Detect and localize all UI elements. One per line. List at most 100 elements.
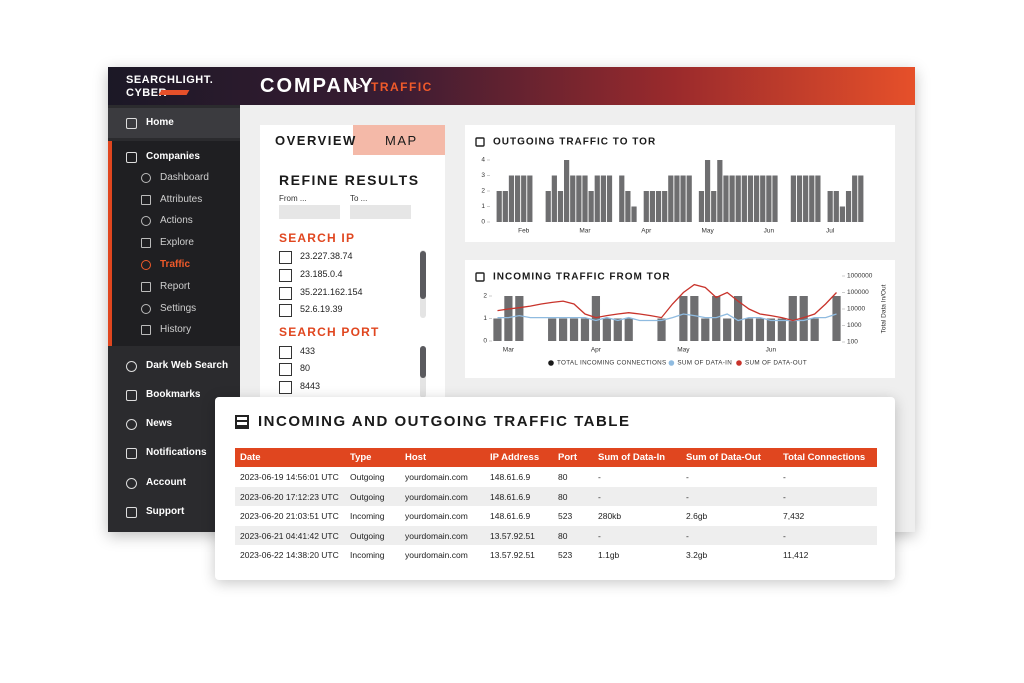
column-header[interactable]: Date bbox=[240, 452, 261, 463]
x-tick-label: May bbox=[701, 228, 714, 235]
table-cell: Outgoing bbox=[350, 472, 385, 482]
checkbox[interactable] bbox=[279, 269, 292, 282]
nav-subitem[interactable]: Settings bbox=[160, 303, 197, 314]
bar bbox=[747, 175, 754, 222]
chart-title: INCOMING TRAFFIC FROM TOR bbox=[493, 272, 671, 283]
bar bbox=[521, 175, 527, 222]
bar bbox=[754, 175, 760, 222]
date-input[interactable] bbox=[279, 205, 340, 219]
table-cell: 148.61.6.9 bbox=[490, 472, 531, 482]
bar bbox=[551, 175, 557, 222]
nav-item[interactable]: Home bbox=[146, 117, 174, 128]
logo: SEARCHLIGHT. bbox=[126, 74, 214, 86]
column-header[interactable]: Port bbox=[558, 452, 577, 463]
table-cell: - bbox=[598, 472, 601, 482]
nav-item[interactable]: News bbox=[146, 418, 173, 429]
y2-tick-label: 100 bbox=[847, 339, 858, 346]
table-cell: yourdomain.com bbox=[405, 472, 468, 482]
table-header-bg bbox=[235, 448, 877, 467]
line-series bbox=[497, 313, 837, 322]
breadcrumb: TRAFFIC bbox=[371, 80, 433, 94]
row-bg bbox=[235, 486, 877, 506]
checkbox[interactable] bbox=[279, 346, 292, 359]
bar bbox=[744, 318, 754, 341]
bar bbox=[588, 191, 594, 222]
table-cell: 13.57.92.51 bbox=[490, 550, 535, 560]
bar bbox=[602, 318, 611, 341]
table-cell: - bbox=[783, 491, 786, 502]
row-bg bbox=[235, 525, 877, 545]
y2-tick-label: 1000000 bbox=[847, 273, 873, 280]
nav-item[interactable]: Dark Web Search bbox=[146, 360, 229, 371]
table-cell: 2023-06-19 14:56:01 UTC bbox=[240, 472, 339, 482]
bar bbox=[631, 206, 637, 222]
bar bbox=[712, 296, 721, 341]
map-tab-bg[interactable] bbox=[353, 125, 445, 155]
bar bbox=[668, 175, 674, 222]
table-cell: 523 bbox=[558, 511, 573, 521]
bar bbox=[674, 175, 680, 222]
date-input[interactable] bbox=[350, 205, 411, 219]
nav-item[interactable]: Support bbox=[146, 506, 185, 517]
nav-item[interactable]: Companies bbox=[146, 151, 200, 162]
section-heading: SEARCH IP bbox=[279, 231, 356, 245]
nav-subitem[interactable]: History bbox=[160, 324, 192, 335]
nav-subitem[interactable]: Actions bbox=[160, 215, 193, 226]
nav-subitem[interactable]: Attributes bbox=[160, 194, 203, 205]
nav-subitem[interactable]: Traffic bbox=[160, 259, 191, 270]
table-cell: - bbox=[598, 491, 601, 502]
checkbox[interactable] bbox=[279, 251, 292, 264]
nav-subitem[interactable]: Dashboard bbox=[160, 172, 209, 183]
legend-label: SUM OF DATA-IN bbox=[677, 360, 732, 367]
x-tick-label: Apr bbox=[641, 228, 652, 235]
scroll-thumb[interactable] bbox=[420, 346, 426, 378]
column-header[interactable]: Sum of Data-Out bbox=[686, 452, 761, 463]
bar bbox=[827, 191, 833, 222]
column-header[interactable]: Total Connections bbox=[783, 452, 866, 463]
icon bbox=[141, 282, 151, 292]
tab[interactable]: OVERVIEW bbox=[275, 133, 357, 148]
checkbox[interactable] bbox=[279, 304, 292, 317]
column-header[interactable]: Host bbox=[405, 452, 427, 463]
nav-subitem[interactable]: Report bbox=[160, 281, 191, 292]
chart-icon bbox=[475, 137, 485, 147]
bar bbox=[624, 318, 633, 341]
icon bbox=[126, 361, 137, 372]
table-title: INCOMING AND OUTGOING TRAFFIC TABLE bbox=[258, 413, 631, 430]
x-tick-label: Mar bbox=[579, 228, 591, 235]
scroll-thumb[interactable] bbox=[420, 251, 426, 299]
bar bbox=[810, 318, 819, 341]
x-tick-label: Jun bbox=[766, 347, 777, 354]
bar bbox=[662, 191, 668, 222]
sidebar-section-bg bbox=[108, 141, 240, 346]
bar bbox=[655, 191, 662, 222]
bar bbox=[643, 191, 649, 222]
y2-tick-label: 1000 bbox=[847, 322, 862, 329]
column-header[interactable]: Type bbox=[350, 452, 372, 463]
checkbox[interactable] bbox=[279, 287, 292, 300]
y-tick-label: 4 bbox=[481, 157, 485, 164]
bar bbox=[717, 160, 723, 222]
nav-item[interactable]: Notifications bbox=[146, 447, 207, 458]
icon bbox=[141, 216, 151, 226]
tab[interactable]: MAP bbox=[385, 133, 418, 148]
icon bbox=[126, 478, 137, 489]
chart: OUTGOING TRAFFIC TO TOR 0 1 2 3 4 Feb Mar Apr May… bbox=[475, 137, 864, 235]
column-header[interactable]: Sum of Data-In bbox=[598, 452, 666, 463]
x-tick-label: Mar bbox=[503, 347, 515, 354]
x-tick-label: May bbox=[677, 347, 690, 354]
nav-item[interactable]: Bookmarks bbox=[146, 389, 201, 400]
bar bbox=[858, 175, 864, 222]
checkbox[interactable] bbox=[279, 381, 292, 394]
bar bbox=[580, 318, 590, 341]
nav-item[interactable]: Account bbox=[146, 477, 186, 488]
nav-subitem[interactable]: Explore bbox=[160, 237, 194, 248]
column-header[interactable]: IP Address bbox=[490, 452, 540, 463]
checkbox[interactable] bbox=[279, 363, 292, 376]
table-cell: - bbox=[686, 491, 689, 502]
bar bbox=[701, 318, 710, 341]
table-cell: Incoming bbox=[350, 511, 385, 521]
y-tick-label: 2 bbox=[483, 293, 487, 300]
page-title: COMPANY bbox=[260, 75, 375, 97]
